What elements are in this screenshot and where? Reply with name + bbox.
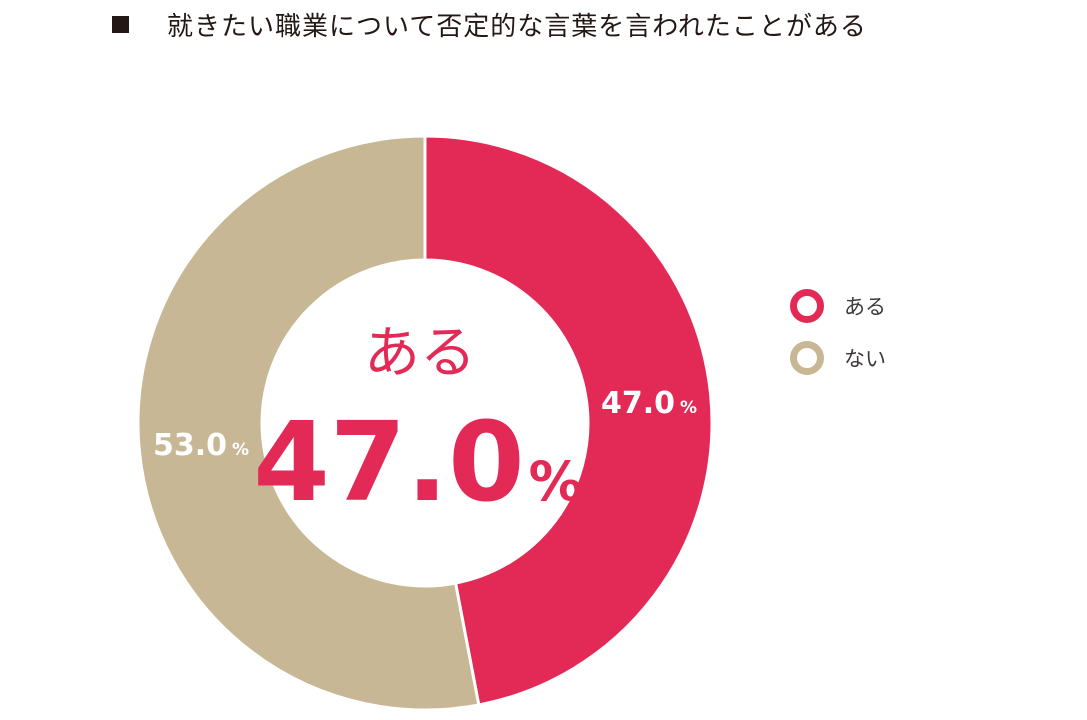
legend-marker-aru [790, 289, 824, 323]
center-label: ある [364, 321, 476, 386]
center-value-number: 47.0 [253, 398, 524, 526]
donut-slice-1 [136, 134, 481, 712]
slice-value-label-1: 53.0% [153, 428, 249, 463]
legend-item-aru: ある [790, 288, 886, 324]
donut-slices [136, 134, 714, 712]
legend-label-aru: ある [844, 295, 886, 319]
legend-marker-nai [790, 341, 824, 375]
center-value-unit: % [529, 450, 583, 513]
legend: ある ない [790, 288, 886, 392]
center-label-group: ある 47.0% [253, 321, 583, 526]
slice-labels: 47.0 %53.0% [153, 386, 697, 463]
legend-label-nai: ない [844, 347, 886, 371]
chart-title-row: 就きたい職業について否定的な言葉を言われたことがある [112, 6, 867, 42]
slice-value-unit-1: % [232, 440, 249, 460]
donut-slice-0 [423, 134, 714, 707]
title-bullet-square [112, 15, 129, 33]
slice-value-label-0: 47.0% [601, 386, 697, 421]
chart-title: 就きたい職業について否定的な言葉を言われたことがある [167, 11, 867, 42]
slice-value-number-0: 47.0 [601, 386, 675, 421]
slice-value-number-1: 53.0 [153, 428, 227, 463]
legend-item-nai: ない [790, 340, 886, 376]
slice-value-unit-0: % [680, 398, 697, 418]
center-value: 47.0% [253, 398, 583, 526]
